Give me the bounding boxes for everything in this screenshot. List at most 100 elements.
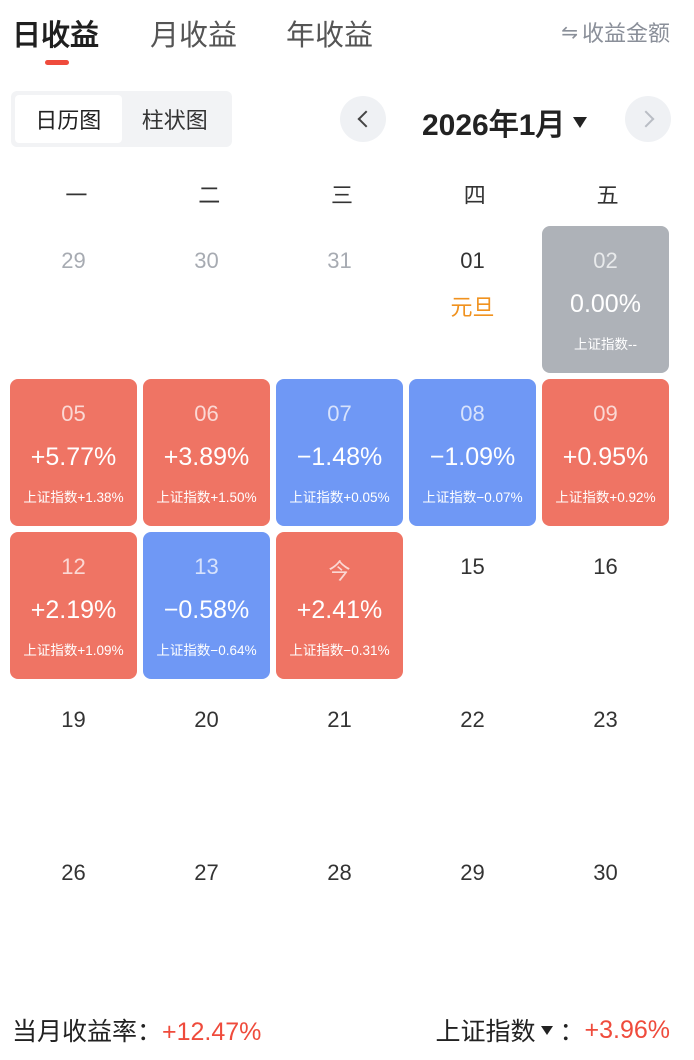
- weekday-header: 一 二 三 四 五: [10, 178, 674, 210]
- calendar-day-cell[interactable]: 28: [276, 838, 403, 985]
- tab-monthly-earnings[interactable]: 月收益: [150, 20, 238, 52]
- period-tabs: 日收益 月收益 年收益 ⇋ 收益金额: [0, 0, 694, 70]
- day-number: 12: [61, 554, 86, 579]
- summary-bar: 当月收益率：+12.47% 上证指数 ： +3.96%: [12, 1012, 670, 1048]
- calendar-day-cell[interactable]: 07 −1.48% 上证指数+0.05%: [276, 379, 403, 526]
- weekday-label: 三: [330, 183, 353, 208]
- day-number: 21: [327, 707, 352, 732]
- day-number: 19: [61, 707, 86, 732]
- active-tab-indicator: [45, 60, 69, 65]
- day-number: 30: [593, 860, 618, 885]
- month-title: 2026年1月: [422, 109, 566, 142]
- calendar-day-cell[interactable]: 19: [10, 685, 137, 832]
- day-number: 01: [460, 248, 485, 273]
- calendar-day-cell[interactable]: 31: [276, 226, 403, 373]
- day-number: 06: [194, 401, 219, 426]
- caret-down-icon: [573, 116, 588, 128]
- calendar-day-cell[interactable]: 30: [143, 226, 270, 373]
- daily-return: +2.19%: [30, 596, 117, 624]
- calendar-day-cell[interactable]: 06 +3.89% 上证指数+1.50%: [143, 379, 270, 526]
- calendar-day-cell[interactable]: 30: [542, 838, 669, 985]
- daily-return: +3.89%: [163, 443, 250, 471]
- calendar-day-cell[interactable]: 26: [10, 838, 137, 985]
- calendar-day-cell[interactable]: 08 −1.09% 上证指数−0.07%: [409, 379, 536, 526]
- daily-return: −1.48%: [296, 443, 383, 471]
- daily-return: −0.58%: [163, 596, 250, 624]
- chevron-left-icon: [357, 110, 374, 128]
- weekday-label: 五: [596, 183, 619, 208]
- day-number: 15: [460, 554, 485, 579]
- day-number: 16: [593, 554, 618, 579]
- daily-return: −1.09%: [429, 443, 516, 471]
- index-change: 上证指数+0.05%: [289, 490, 390, 505]
- day-number: 29: [460, 860, 485, 885]
- daily-return: +2.41%: [296, 596, 383, 624]
- day-number: 08: [460, 401, 485, 426]
- day-number: 07: [327, 401, 352, 426]
- tab-yearly-earnings[interactable]: 年收益: [286, 20, 374, 52]
- day-number: 27: [194, 860, 219, 885]
- day-number: 02: [593, 248, 618, 273]
- previous-month-button[interactable]: [340, 96, 386, 142]
- next-month-button[interactable]: [625, 96, 671, 142]
- daily-return: +0.95%: [562, 443, 649, 471]
- day-number: 26: [61, 860, 86, 885]
- calendar-day-cell[interactable]: 01 元旦: [409, 226, 536, 373]
- index-label: 上证指数: [435, 1018, 536, 1046]
- calendar-day-cell[interactable]: 29: [10, 226, 137, 373]
- tab-daily-earnings[interactable]: 日收益: [12, 20, 100, 52]
- index-change: 上证指数+0.92%: [555, 490, 656, 505]
- bar-chart-view-button[interactable]: 柱状图: [141, 108, 208, 133]
- calendar-day-cell[interactable]: 22: [409, 685, 536, 832]
- month-picker[interactable]: 2026年1月: [422, 100, 588, 144]
- day-number: 22: [460, 707, 485, 732]
- weekday-label: 四: [463, 183, 486, 208]
- calendar-day-cell[interactable]: 13 −0.58% 上证指数−0.64%: [143, 532, 270, 679]
- day-number: 20: [194, 707, 219, 732]
- month-rate-label: 当月收益率：: [12, 1018, 163, 1046]
- index-change: 上证指数+1.09%: [23, 643, 124, 658]
- day-number: 09: [593, 401, 618, 426]
- calendar-day-cell[interactable]: 02 0.00% 上证指数--: [542, 226, 669, 373]
- holiday-label: 元旦: [450, 295, 495, 320]
- day-number: 23: [593, 707, 618, 732]
- calendar-view-button[interactable]: 日历图: [15, 95, 122, 143]
- calendar-day-cell[interactable]: 20: [143, 685, 270, 832]
- weekday-label: 一: [65, 183, 88, 208]
- calendar-day-cell[interactable]: 16: [542, 532, 669, 679]
- day-number: 31: [327, 248, 352, 273]
- weekday-label: 二: [198, 183, 221, 208]
- calendar-day-cell[interactable]: 今 +2.41% 上证指数−0.31%: [276, 532, 403, 679]
- index-selector[interactable]: 上证指数 ： +3.96%: [435, 1012, 670, 1048]
- view-switch: 日历图 柱状图: [11, 91, 232, 147]
- calendar-day-cell[interactable]: 15: [409, 532, 536, 679]
- daily-return: +5.77%: [30, 443, 117, 471]
- day-number: 13: [194, 554, 219, 579]
- calendar-day-cell[interactable]: 12 +2.19% 上证指数+1.09%: [10, 532, 137, 679]
- index-change: 上证指数+1.38%: [23, 490, 124, 505]
- calendar-day-cell[interactable]: 27: [143, 838, 270, 985]
- month-rate-value: +12.47%: [162, 1018, 262, 1046]
- day-number: 30: [194, 248, 219, 273]
- caret-down-icon: [541, 1025, 554, 1035]
- calendar-day-cell[interactable]: 29: [409, 838, 536, 985]
- toggle-earnings-amount-button[interactable]: ⇋ 收益金额: [561, 16, 670, 48]
- toggle-earnings-amount-label: 收益金额: [581, 21, 670, 46]
- index-change: 上证指数−0.64%: [156, 643, 257, 658]
- day-number: 28: [327, 860, 352, 885]
- day-number: 05: [61, 401, 86, 426]
- calendar-day-cell[interactable]: 09 +0.95% 上证指数+0.92%: [542, 379, 669, 526]
- index-value: +3.96%: [584, 1015, 671, 1044]
- calendar-day-cell[interactable]: 05 +5.77% 上证指数+1.38%: [10, 379, 137, 526]
- index-separator: ：: [559, 1018, 585, 1046]
- day-number: 今: [328, 559, 351, 584]
- daily-return: 0.00%: [570, 290, 641, 318]
- day-number: 29: [61, 248, 86, 273]
- calendar-day-cell[interactable]: 23: [542, 685, 669, 832]
- index-change: 上证指数−0.07%: [422, 490, 523, 505]
- chevron-right-icon: [637, 110, 654, 128]
- month-rate-summary: 当月收益率：+12.47%: [12, 1012, 261, 1048]
- calendar-day-cell[interactable]: 21: [276, 685, 403, 832]
- calendar-grid: 29 30 31 01 元旦 02 0.00% 上证指数-- 05 +5.77% 上证指数+1.38…: [10, 226, 674, 985]
- index-change: 上证指数--: [574, 337, 637, 352]
